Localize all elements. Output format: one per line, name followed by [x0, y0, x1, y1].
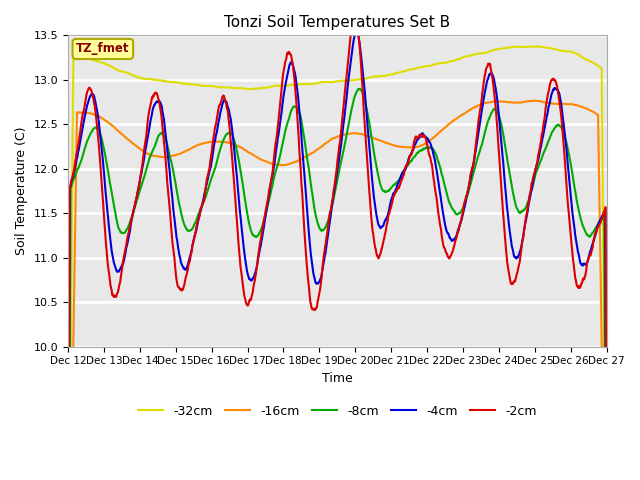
-2cm: [314, 300, 321, 306]
-16cm: [106, 120, 113, 126]
Title: Tonzi Soil Temperatures Set B: Tonzi Soil Temperatures Set B: [224, 15, 451, 30]
-4cm: [292, 81, 300, 87]
-16cm: [304, 153, 312, 158]
X-axis label: Time: Time: [322, 372, 353, 385]
-8cm: [371, 155, 379, 161]
-2cm: [128, 216, 136, 221]
-2cm: [351, 11, 358, 17]
Legend: -32cm, -16cm, -8cm, -4cm, -2cm: -32cm, -16cm, -8cm, -4cm, -2cm: [133, 400, 541, 423]
-8cm: [292, 105, 300, 111]
-16cm: [371, 136, 378, 142]
-4cm: [371, 202, 379, 207]
-2cm: [292, 103, 300, 108]
-4cm: [106, 230, 113, 236]
-4cm: [128, 217, 136, 223]
-4cm: [314, 280, 321, 286]
Line: -2cm: -2cm: [68, 14, 607, 480]
-8cm: [304, 159, 312, 165]
Text: TZ_fmet: TZ_fmet: [76, 42, 130, 56]
-16cm: [314, 146, 321, 152]
-2cm: [371, 243, 379, 249]
-32cm: [314, 80, 321, 86]
-32cm: [292, 82, 300, 88]
Line: -16cm: -16cm: [68, 101, 607, 480]
-32cm: [106, 63, 113, 69]
-8cm: [128, 214, 136, 220]
-16cm: [128, 140, 136, 145]
-32cm: [534, 43, 542, 49]
Line: -32cm: -32cm: [68, 46, 607, 480]
Y-axis label: Soil Temperature (C): Soil Temperature (C): [15, 127, 28, 255]
Line: -8cm: -8cm: [68, 89, 607, 480]
Line: -4cm: -4cm: [68, 32, 607, 480]
-8cm: [106, 179, 113, 185]
-32cm: [371, 73, 378, 79]
-16cm: [530, 98, 538, 104]
-2cm: [106, 275, 113, 281]
-2cm: [304, 273, 312, 279]
-16cm: [292, 159, 300, 165]
-4cm: [353, 29, 360, 35]
-4cm: [304, 216, 312, 222]
-8cm: [314, 219, 321, 225]
-8cm: [355, 86, 363, 92]
-32cm: [128, 72, 136, 78]
-32cm: [304, 81, 312, 87]
